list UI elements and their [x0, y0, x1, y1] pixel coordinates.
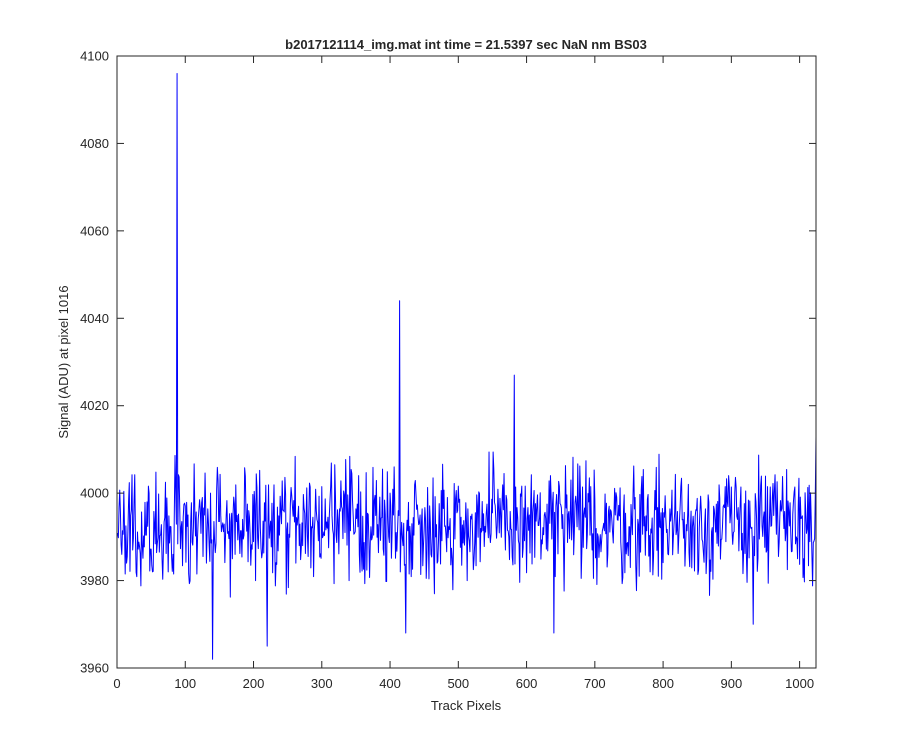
ticks-layer: 0 100 200 300 400 500 600 700 800 900 1000 3960 3980…: [80, 49, 816, 691]
axes-box: [116, 55, 817, 669]
y-tick-label: 4000: [80, 486, 109, 501]
chart-title: b2017121114_img.mat int time = 21.5397 s…: [285, 37, 647, 52]
axes-layer: [116, 55, 817, 669]
y-axis-label: Signal (ADU) at pixel 1016: [56, 285, 71, 438]
x-tick-label: 600: [516, 676, 538, 691]
y-tick-label: 4040: [80, 311, 109, 326]
x-tick-label: 800: [652, 676, 674, 691]
x-tick-label: 400: [379, 676, 401, 691]
x-tick-label: 700: [584, 676, 606, 691]
y-tick-label: 3960: [80, 661, 109, 676]
x-tick-label: 200: [243, 676, 265, 691]
y-tick-label: 3980: [80, 573, 109, 588]
x-tick-label: 900: [721, 676, 743, 691]
y-tick-label: 4100: [80, 49, 109, 64]
x-tick-label: 1000: [785, 676, 814, 691]
x-tick-label: 100: [174, 676, 196, 691]
x-tick-label: 300: [311, 676, 333, 691]
y-tick-label: 4060: [80, 223, 109, 238]
x-tick-label: 0: [113, 676, 120, 691]
y-tick-label: 4020: [80, 398, 109, 413]
y-tick-label: 4080: [80, 136, 109, 151]
series-layer: [117, 72, 817, 660]
x-axis-label: Track Pixels: [431, 698, 502, 713]
plot-background: [117, 56, 816, 668]
x-tick-label: 500: [447, 676, 469, 691]
series-line: [117, 72, 817, 660]
